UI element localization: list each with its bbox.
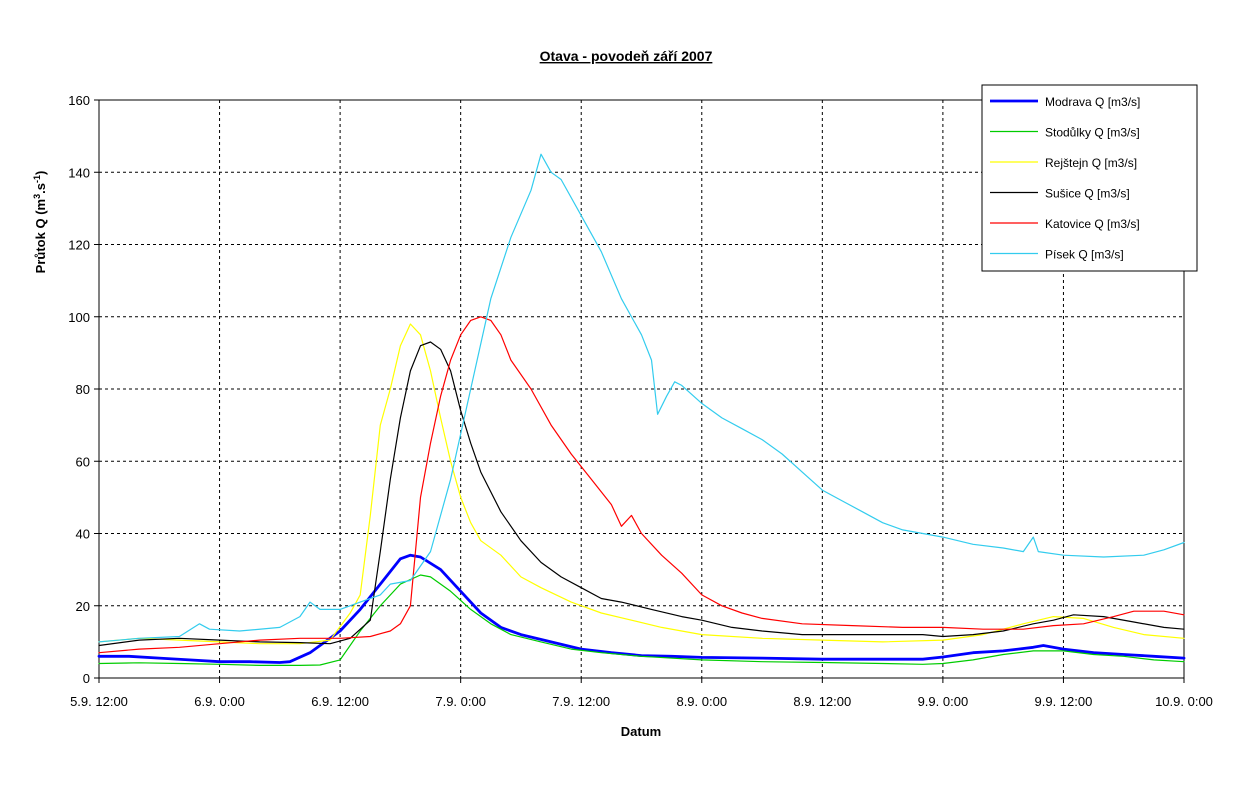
y-tick-label: 80 xyxy=(76,382,90,397)
y-axis-title-sup2: -1 xyxy=(32,175,42,183)
y-axis-title-end: ) xyxy=(33,171,48,175)
x-tick-label: 9.9. 12:00 xyxy=(1035,694,1093,709)
y-axis-title: Průtok Q (m3.s-1) xyxy=(32,171,48,274)
x-tick-label: 8.9. 0:00 xyxy=(676,694,727,709)
y-axis-title-mid: .s xyxy=(33,183,48,194)
series-line xyxy=(98,316,1185,654)
x-tick-label: 7.9. 0:00 xyxy=(435,694,486,709)
x-tick-label: 6.9. 12:00 xyxy=(311,694,369,709)
series-lines xyxy=(97,153,1186,666)
legend-label: Rejštejn Q [m3/s] xyxy=(1045,156,1137,170)
series-line xyxy=(97,553,1186,664)
y-axis: 0 20 40 60 80 100 120 140 160 xyxy=(68,93,99,686)
x-tick-label: 10.9. 0:00 xyxy=(1155,694,1213,709)
y-axis-title-sup1: 3 xyxy=(32,194,42,199)
y-tick-label: 140 xyxy=(68,165,90,180)
chart-title: Otava - povodeň září 2007 xyxy=(540,48,713,64)
x-tick-label: 9.9. 0:00 xyxy=(918,694,969,709)
x-tick-label: 6.9. 0:00 xyxy=(194,694,245,709)
y-tick-label: 20 xyxy=(76,599,90,614)
series-line xyxy=(98,323,1185,645)
x-tick-label: 7.9. 12:00 xyxy=(552,694,610,709)
x-tick-label: 8.9. 12:00 xyxy=(793,694,851,709)
legend-box xyxy=(981,84,1198,272)
legend-label: Písek Q [m3/s] xyxy=(1045,248,1124,262)
y-tick-label: 120 xyxy=(68,238,90,253)
x-tick-label: 5.9. 12:00 xyxy=(70,694,128,709)
series-line xyxy=(98,153,1185,643)
legend-label: Katovice Q [m3/s] xyxy=(1045,217,1140,231)
legend: Modrava Q [m3/s] Stodůlky Q [m3/s] Rejštej… xyxy=(981,84,1198,272)
y-tick-label: 100 xyxy=(68,310,90,325)
x-axis-title: Datum xyxy=(621,724,661,739)
legend-label: Sušice Q [m3/s] xyxy=(1045,187,1130,201)
legend-label: Stodůlky Q [m3/s] xyxy=(1045,126,1140,140)
y-tick-label: 160 xyxy=(68,93,90,108)
y-tick-label: 60 xyxy=(76,454,90,469)
series-line xyxy=(98,341,1185,647)
series-line xyxy=(98,574,1185,666)
y-tick-label: 0 xyxy=(83,671,90,686)
x-axis: 5.9. 12:00 6.9. 0:00 6.9. 12:00 7.9. 0:00 7.… xyxy=(70,678,1213,709)
legend-label: Modrava Q [m3/s] xyxy=(1045,95,1140,109)
y-tick-label: 40 xyxy=(76,527,90,542)
y-axis-title-main: Průtok Q (m xyxy=(33,199,48,273)
